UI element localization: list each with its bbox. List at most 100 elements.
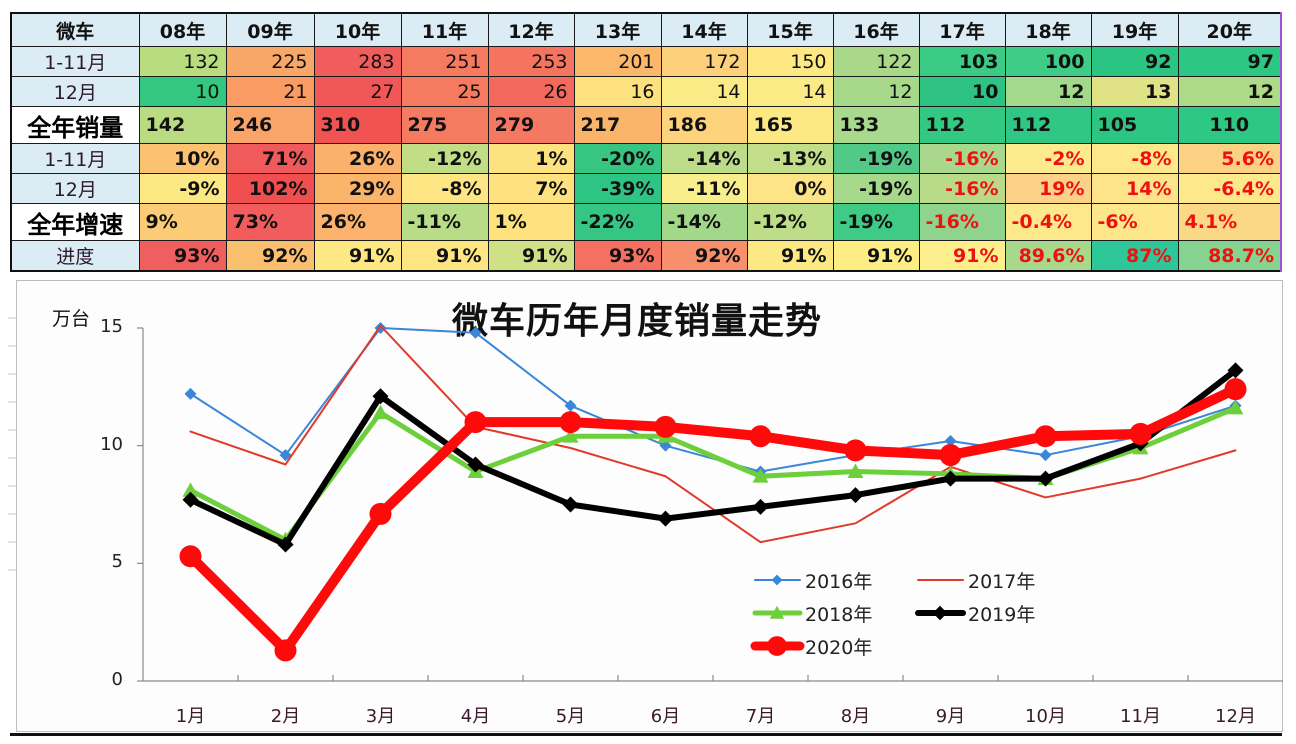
year-header: 18年 (1004, 12, 1092, 47)
table-cell: -14% (660, 203, 748, 241)
circle-marker (844, 439, 867, 462)
table-cell: 112 (918, 106, 1006, 144)
x-tick-label: 11月 (1120, 706, 1161, 727)
diamond-marker (562, 496, 579, 513)
y-axis-unit: 万台 (52, 308, 91, 330)
table-cell: 253 (487, 46, 575, 77)
table-cell: 12 (832, 76, 920, 107)
table-cell: 12 (1004, 76, 1092, 107)
legend-swatch (915, 605, 966, 621)
y-tick-label: 10 (100, 433, 123, 455)
circle-marker (559, 411, 582, 434)
table-cell: 112 (1004, 106, 1092, 144)
table-cell: 14 (746, 76, 834, 107)
legend-label: 2020年 (805, 637, 873, 659)
diamond-marker (657, 510, 674, 527)
table-cell: 91% (487, 240, 575, 272)
table-cell: 110 (1177, 106, 1282, 144)
table-cell: 92% (660, 240, 748, 272)
row-label: 12月 (10, 76, 140, 107)
table-cell: -8% (1090, 143, 1179, 174)
circle-marker (1129, 422, 1152, 445)
row-label: 进度 (10, 240, 140, 272)
table-cell: 172 (660, 46, 748, 77)
table-cell: 165 (746, 106, 834, 144)
table-cell: 150 (746, 46, 834, 77)
row-label: 全年销量 (10, 106, 140, 144)
legend-swatch (750, 636, 805, 656)
table-cell: 7% (487, 173, 575, 204)
row-label: 1-11月 (10, 143, 140, 174)
diamond-marker (932, 605, 948, 621)
table-cell: 142 (138, 106, 227, 144)
table-cell: 21 (225, 76, 315, 107)
table-cell: 186 (660, 106, 748, 144)
circle-marker (749, 425, 772, 448)
diamond-marker (277, 536, 294, 553)
circle-marker (1034, 425, 1057, 448)
circle-marker (767, 636, 787, 656)
bottom-divider (10, 733, 1282, 736)
legend-swatch (754, 574, 801, 586)
table-cell: -12% (746, 203, 834, 241)
triangle-marker (847, 463, 864, 478)
table-row: 12月 10 21 27 25 26 16 14 14 12 10 12 13 12 (10, 76, 1282, 107)
series-line (185, 384, 1241, 656)
table-cell: 133 (832, 106, 920, 144)
table-cell: 10 (138, 76, 227, 107)
table-cell: -8% (400, 173, 489, 204)
table-row: 全年销量 142 246 310 275 279 217 186 165 133 112 112 105… (10, 106, 1282, 144)
table-cell: 132 (138, 46, 227, 77)
x-tick-label: 1月 (175, 706, 206, 727)
circle-marker (939, 444, 962, 467)
year-header: 16年 (832, 12, 920, 47)
circle-marker (1224, 378, 1247, 401)
legend-label: 2017年 (968, 571, 1036, 593)
table-cell: -22% (573, 203, 662, 241)
diamond-marker (1039, 449, 1052, 462)
year-header: 20年 (1177, 12, 1282, 47)
table-cell: 279 (487, 106, 575, 144)
table-cell: -16% (918, 203, 1006, 241)
table-cell: 12 (1177, 76, 1282, 107)
table-cell: 19% (1004, 173, 1092, 204)
table-cell: 251 (400, 46, 489, 77)
series-2017 (189, 324, 1237, 544)
circle-marker (274, 639, 297, 662)
diamond-marker (944, 434, 957, 447)
row-label: 1-11月 (10, 46, 140, 77)
series-2018 (182, 400, 1244, 547)
table-cell: -2% (1004, 143, 1092, 174)
table-cell: 310 (313, 106, 402, 144)
x-tick-label: 6月 (650, 706, 681, 727)
table-cell: 73% (225, 203, 315, 241)
series-line (187, 367, 1239, 548)
chart-frame (16, 280, 1283, 732)
diamond-marker (771, 574, 783, 586)
chart-title: 微车历年月度销量走势 (452, 301, 823, 342)
table-cell: -11% (400, 203, 489, 241)
table-cell: 26% (313, 203, 402, 241)
triangle-marker (752, 468, 769, 483)
triangle-marker (182, 482, 199, 497)
table-row: 进度 93% 92% 91% 91% 91% 93% 92% 91% 91% 91% 89.6% 87%… (10, 240, 1282, 272)
table-cell: 9% (138, 203, 227, 241)
year-header: 10年 (313, 12, 402, 47)
table-cell: 217 (573, 106, 662, 144)
table-cell: 91% (832, 240, 920, 272)
series-2019 (182, 362, 1244, 553)
x-tick-label: 2月 (270, 706, 301, 727)
legend-label: 2016年 (805, 571, 873, 593)
table-cell: 10 (918, 76, 1006, 107)
table-cell: -14% (660, 143, 748, 174)
x-tick-label: 4月 (460, 706, 491, 727)
diamond-marker (184, 387, 197, 400)
table-cell: 93% (573, 240, 662, 272)
table-cell: 13 (1090, 76, 1179, 107)
x-tick-label: 9月 (935, 706, 966, 727)
x-tick-label: 12月 (1215, 706, 1256, 727)
x-tick-label: 8月 (840, 706, 871, 727)
table-cell: 91% (313, 240, 402, 272)
diamond-marker (1037, 470, 1054, 487)
